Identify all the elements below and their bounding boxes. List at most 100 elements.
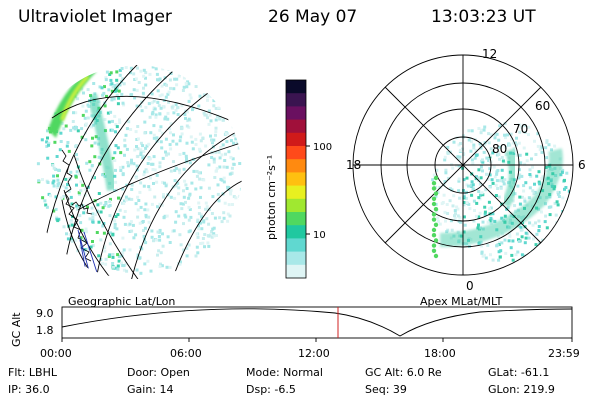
- emission-pixel: [216, 183, 220, 187]
- emission-pixel: [103, 85, 106, 89]
- emission-pixel: [531, 223, 535, 227]
- emission-pixel: [533, 182, 536, 186]
- emission-pixel: [43, 199, 47, 203]
- emission-pixel: [432, 173, 436, 177]
- emission-pixel: [136, 137, 140, 141]
- emission-pixel: [471, 187, 475, 191]
- x-tick-label-1: 06:00: [170, 347, 202, 360]
- emission-pixel: [177, 168, 181, 172]
- x-tick-label-2: 12:00: [298, 347, 330, 360]
- colorbar-stripe: [286, 238, 306, 253]
- track-point: [433, 191, 439, 196]
- emission-pixel: [547, 205, 551, 209]
- emission-pixel: [86, 205, 89, 209]
- emission-pixel: [550, 148, 553, 152]
- emission-pixel: [455, 205, 459, 209]
- emission-pixel: [139, 205, 143, 209]
- colorbar-stripe: [286, 185, 306, 200]
- emission-pixel: [478, 211, 482, 215]
- emission-pixel: [171, 139, 175, 143]
- emission-pixel: [83, 193, 87, 197]
- emission-pixel: [232, 141, 235, 145]
- track-point: [431, 181, 437, 186]
- emission-pixel: [99, 210, 103, 214]
- emission-pixel: [481, 220, 485, 224]
- emission-pixel: [116, 264, 120, 268]
- emission-pixel: [180, 132, 184, 136]
- emission-pixel: [181, 89, 185, 92]
- emission-pixel: [160, 203, 164, 207]
- emission-pixel: [211, 141, 214, 145]
- emission-pixel: [491, 151, 495, 155]
- emission-pixel: [146, 259, 150, 263]
- emission-pixel: [484, 188, 488, 192]
- emission-pixel: [117, 196, 120, 200]
- emission-pixel: [96, 209, 99, 213]
- emission-pixel: [461, 147, 464, 151]
- emission-pixel: [487, 132, 491, 136]
- emission-pixel: [226, 185, 230, 189]
- emission-pixel: [93, 155, 97, 159]
- emission-pixel: [194, 143, 198, 146]
- emission-pixel: [125, 269, 129, 273]
- emission-pixel: [135, 268, 139, 272]
- emission-pixel: [554, 213, 558, 217]
- emission-pixel: [194, 254, 198, 258]
- emission-pixel: [101, 206, 105, 210]
- emission-pixel: [194, 85, 198, 88]
- emission-pixel: [121, 236, 125, 240]
- emission-pixel: [158, 112, 162, 116]
- emission-pixel: [500, 168, 504, 172]
- emission-pixel: [175, 77, 179, 81]
- emission-pixel: [510, 253, 514, 257]
- emission-pixel: [209, 233, 213, 237]
- emission-pixel: [458, 196, 462, 200]
- emission-pixel: [79, 180, 83, 184]
- emission-pixel: [140, 109, 144, 113]
- emission-pixel: [499, 249, 503, 253]
- emission-pixel: [476, 226, 480, 230]
- emission-pixel: [111, 128, 114, 132]
- emission-pixel: [494, 194, 498, 197]
- emission-pixel: [567, 189, 571, 193]
- emission-pixel: [229, 192, 233, 196]
- emission-pixel: [511, 199, 515, 203]
- emission-pixel: [508, 143, 512, 147]
- emission-pixel: [515, 153, 519, 157]
- emission-pixel: [537, 225, 541, 228]
- emission-pixel: [218, 165, 222, 169]
- emission-pixel: [101, 93, 105, 97]
- colorbar-stripe: [286, 212, 306, 226]
- emission-pixel: [64, 177, 68, 181]
- emission-pixel: [148, 188, 152, 192]
- emission-pixel: [185, 157, 188, 161]
- emission-pixel: [61, 184, 65, 188]
- emission-pixel: [200, 227, 204, 231]
- emission-pixel: [477, 168, 481, 172]
- emission-pixel: [537, 219, 541, 223]
- emission-pixel: [228, 117, 232, 121]
- emission-pixel: [167, 152, 170, 156]
- emission-pixel: [443, 155, 447, 159]
- emission-pixel: [131, 223, 135, 227]
- emission-pixel: [168, 143, 172, 147]
- emission-pixel: [74, 238, 78, 242]
- emission-pixel: [143, 131, 147, 135]
- track-point: [431, 201, 437, 207]
- emission-pixel: [62, 127, 66, 131]
- emission-pixel: [206, 241, 210, 245]
- emission-pixel: [155, 136, 159, 140]
- emission-pixel: [498, 124, 502, 128]
- emission-pixel: [490, 218, 494, 222]
- emission-pixel: [213, 216, 217, 220]
- emission-pixel: [556, 192, 560, 196]
- emission-pixel: [175, 142, 179, 146]
- filter-value: Flt: LBHL: [8, 366, 58, 379]
- emission-pixel: [555, 200, 559, 204]
- emission-pixel: [165, 182, 169, 186]
- emission-pixel: [76, 129, 80, 133]
- emission-pixel: [188, 229, 192, 233]
- emission-pixel: [222, 211, 226, 215]
- emission-pixel: [110, 89, 114, 93]
- emission-pixel: [481, 158, 484, 162]
